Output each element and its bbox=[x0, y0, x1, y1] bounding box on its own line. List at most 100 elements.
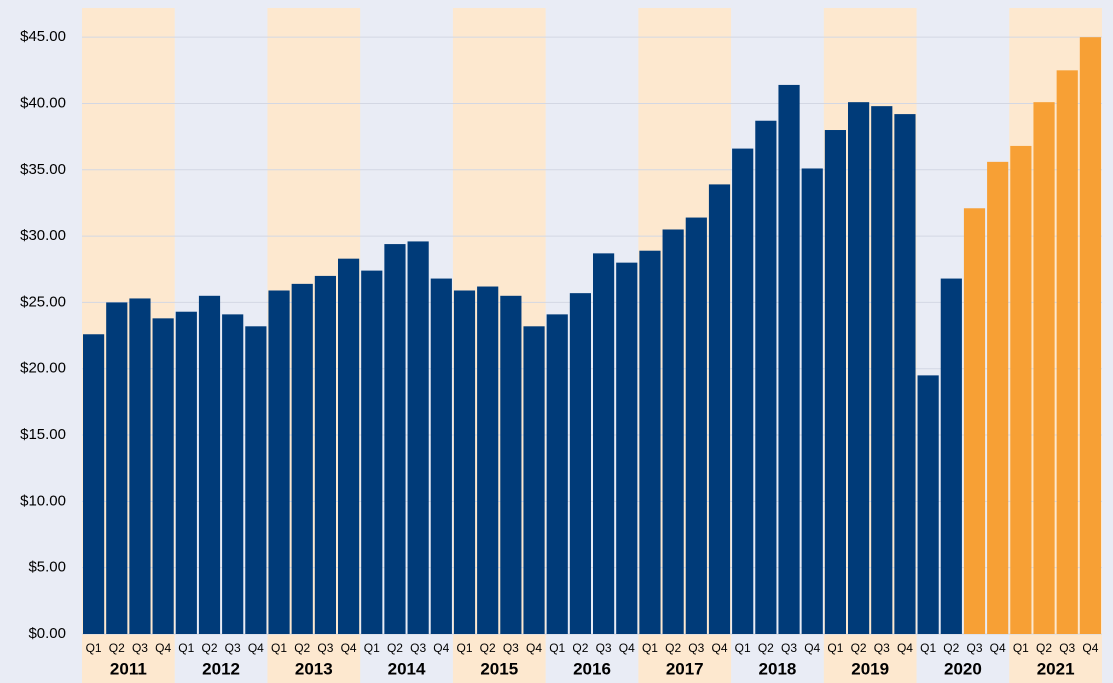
y-tick-label: $20.00 bbox=[20, 360, 66, 377]
bar bbox=[662, 229, 684, 634]
bar bbox=[198, 295, 221, 634]
bar bbox=[801, 168, 823, 634]
y-tick-label: $45.00 bbox=[20, 28, 66, 45]
x-tick-label: Q2 bbox=[201, 641, 217, 655]
x-tick-label: Q4 bbox=[990, 641, 1006, 655]
bar bbox=[848, 102, 870, 634]
y-tick-label: $15.00 bbox=[20, 426, 66, 443]
bar bbox=[407, 241, 429, 635]
x-tick-label: Q3 bbox=[596, 641, 612, 655]
bar bbox=[1033, 102, 1055, 634]
x-tick-label: Q2 bbox=[572, 641, 588, 655]
bar bbox=[824, 130, 846, 634]
bar bbox=[708, 184, 731, 634]
x-tick-label: Q4 bbox=[341, 641, 357, 655]
year-label: 2017 bbox=[666, 659, 704, 678]
y-tick-label: $0.00 bbox=[28, 625, 66, 642]
x-tick-label: Q1 bbox=[549, 641, 565, 655]
year-label: 2015 bbox=[480, 659, 518, 678]
year-label: 2018 bbox=[759, 659, 797, 678]
x-tick-label: Q4 bbox=[248, 641, 264, 655]
x-tick-label: Q1 bbox=[271, 641, 287, 655]
x-tick-label: Q4 bbox=[526, 641, 542, 655]
y-tick-label: $30.00 bbox=[20, 227, 66, 244]
bar bbox=[1079, 37, 1101, 634]
x-tick-label: Q2 bbox=[665, 641, 681, 655]
bar bbox=[685, 217, 707, 634]
year-label: 2016 bbox=[573, 659, 611, 678]
x-tick-label: Q3 bbox=[225, 641, 241, 655]
x-tick-label: Q2 bbox=[943, 641, 959, 655]
y-tick-label: $5.00 bbox=[28, 559, 66, 576]
x-tick-label: Q1 bbox=[86, 641, 102, 655]
bar bbox=[430, 278, 452, 634]
x-tick-label: Q2 bbox=[758, 641, 774, 655]
x-tick-label: Q3 bbox=[781, 641, 797, 655]
x-tick-label: Q3 bbox=[132, 641, 148, 655]
bar bbox=[384, 244, 406, 634]
x-tick-label: Q1 bbox=[178, 641, 194, 655]
bar bbox=[963, 208, 986, 634]
x-tick-label: Q2 bbox=[851, 641, 867, 655]
bar bbox=[1056, 70, 1078, 635]
bar bbox=[268, 290, 290, 634]
bar bbox=[477, 286, 499, 634]
x-tick-label: Q1 bbox=[827, 641, 843, 655]
bar bbox=[129, 298, 151, 634]
bar bbox=[917, 375, 939, 634]
x-tick-label: Q1 bbox=[735, 641, 751, 655]
x-tick-label: Q4 bbox=[433, 641, 449, 655]
bar bbox=[940, 278, 962, 634]
x-tick-label: Q3 bbox=[1059, 641, 1075, 655]
x-tick-label: Q4 bbox=[155, 641, 171, 655]
x-tick-label: Q1 bbox=[1013, 641, 1029, 655]
bar bbox=[546, 314, 568, 634]
x-tick-label: Q2 bbox=[294, 641, 310, 655]
bar bbox=[569, 293, 591, 634]
x-tick-label: Q3 bbox=[966, 641, 982, 655]
x-tick-label: Q1 bbox=[456, 641, 472, 655]
x-tick-label: Q3 bbox=[503, 641, 519, 655]
bar bbox=[314, 275, 336, 634]
year-label: 2014 bbox=[388, 659, 426, 678]
x-tick-label: Q4 bbox=[1082, 641, 1098, 655]
bar bbox=[453, 290, 476, 634]
x-tick-label: Q2 bbox=[387, 641, 403, 655]
year-label: 2011 bbox=[110, 659, 147, 678]
y-tick-label: $40.00 bbox=[20, 94, 66, 111]
x-tick-label: Q3 bbox=[874, 641, 890, 655]
bar bbox=[291, 283, 313, 634]
bar bbox=[106, 302, 128, 634]
bar bbox=[639, 250, 661, 634]
y-tick-label: $35.00 bbox=[20, 161, 66, 178]
year-label: 2012 bbox=[202, 659, 240, 678]
x-tick-label: Q1 bbox=[642, 641, 658, 655]
x-tick-label: Q2 bbox=[109, 641, 125, 655]
year-label: 2021 bbox=[1037, 659, 1075, 678]
bar bbox=[500, 295, 522, 634]
bar bbox=[152, 318, 174, 634]
bar bbox=[245, 326, 267, 634]
x-tick-label: Q3 bbox=[410, 641, 426, 655]
bar bbox=[361, 270, 383, 634]
bar bbox=[987, 161, 1009, 634]
x-tick-label: Q4 bbox=[619, 641, 635, 655]
bar bbox=[778, 84, 800, 635]
bar bbox=[894, 114, 916, 635]
year-label: 2020 bbox=[944, 659, 982, 678]
x-tick-label: Q3 bbox=[688, 641, 704, 655]
x-tick-label: Q4 bbox=[897, 641, 913, 655]
bar bbox=[871, 106, 893, 635]
bar bbox=[732, 148, 754, 634]
bar bbox=[755, 120, 777, 635]
year-label: 2019 bbox=[851, 659, 889, 678]
bar bbox=[593, 253, 615, 634]
bar bbox=[523, 326, 545, 634]
bar bbox=[1010, 145, 1032, 635]
y-tick-label: $25.00 bbox=[20, 293, 66, 310]
year-label: 2013 bbox=[295, 659, 333, 678]
bar bbox=[616, 262, 638, 634]
x-tick-label: Q2 bbox=[1036, 641, 1052, 655]
x-tick-label: Q1 bbox=[364, 641, 380, 655]
